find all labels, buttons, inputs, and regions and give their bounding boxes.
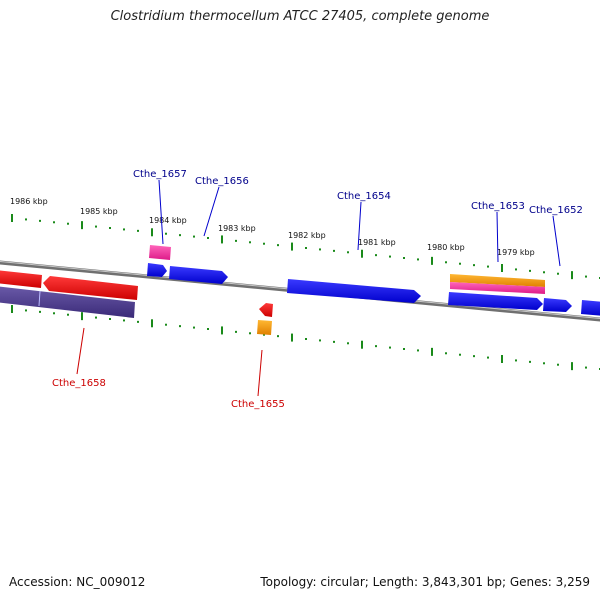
leader-cthe-1658 [76, 327, 85, 375]
feature-pink-1653 [450, 282, 545, 294]
gene-arrow-cthe-1657[interactable] [147, 263, 167, 277]
accession-text: Accession: NC_009012 [9, 575, 146, 589]
gene-arrow-cthe-1653[interactable] [448, 292, 543, 310]
gene-label-cthe-1652[interactable]: Cthe_1652 [529, 205, 583, 216]
forward-features [149, 245, 545, 294]
feature-divider [38, 290, 41, 307]
gene-label-cthe-1654[interactable]: Cthe_1654 [337, 191, 391, 202]
leader-cthe-1653 [496, 211, 499, 263]
gene-arrow-prev[interactable] [0, 270, 42, 288]
feature-orange-1655 [257, 320, 272, 335]
gene-arrow-cthe-1652[interactable] [543, 298, 572, 312]
feature-orange-1653 [450, 274, 545, 287]
scale-label: 1981 kbp [358, 238, 396, 247]
topology-text: Topology: circular; Length: 3,843,301 bp… [260, 575, 590, 589]
scale-label: 1984 kbp [149, 216, 187, 225]
leader-cthe-1652 [552, 215, 561, 267]
gene-label-cthe-1653[interactable]: Cthe_1653 [471, 201, 525, 212]
scale-label: 1983 kbp [218, 224, 256, 233]
leader-cthe-1656 [203, 186, 220, 237]
reverse-genes [0, 270, 273, 317]
leader-cthe-1654 [357, 201, 362, 251]
scale-label: 1980 kbp [427, 243, 465, 252]
gene-arrow-next[interactable] [581, 300, 600, 316]
upper-scale-ticks [11, 214, 600, 280]
scale-label: 1982 kbp [288, 231, 326, 240]
gene-arrow-cthe-1656[interactable] [169, 266, 228, 284]
feature-purple-1658 [0, 286, 135, 318]
leader-cthe-1655 [257, 349, 263, 397]
gene-arrow-cthe-1654[interactable] [287, 279, 421, 303]
reverse-features [0, 286, 272, 335]
label-leaders [76, 179, 561, 397]
gene-label-cthe-1656[interactable]: Cthe_1656 [195, 176, 249, 187]
gene-labels: Cthe_1657 Cthe_1656 Cthe_1654 Cthe_1653 … [52, 169, 583, 410]
lower-scale-ticks [11, 305, 600, 371]
leader-cthe-1657 [158, 179, 164, 245]
scale-label: 1986 kbp [10, 197, 48, 206]
gene-arrow-cthe-1658[interactable] [43, 276, 138, 300]
forward-genes [147, 263, 600, 316]
scale-labels: 1986 kbp 1985 kbp 1984 kbp 1983 kbp 1982… [10, 197, 535, 257]
gene-label-cthe-1657[interactable]: Cthe_1657 [133, 169, 187, 180]
scale-label: 1985 kbp [80, 207, 118, 216]
scale-label: 1979 kbp [497, 248, 535, 257]
feature-pink-1657 [149, 245, 171, 260]
gene-arrow-cthe-1655[interactable] [259, 303, 273, 317]
gene-label-cthe-1658[interactable]: Cthe_1658 [52, 378, 106, 389]
gene-label-cthe-1655[interactable]: Cthe_1655 [231, 399, 285, 410]
genome-title: Clostridium thermocellum ATCC 27405, com… [110, 9, 490, 24]
